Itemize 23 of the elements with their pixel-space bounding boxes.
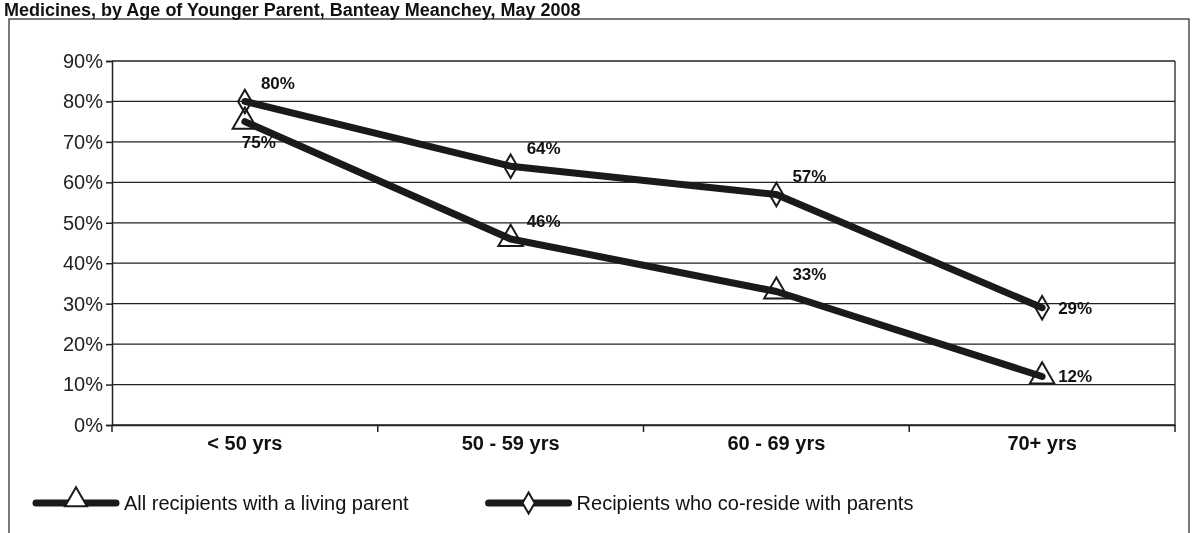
x-tick-label: < 50 yrs [207,432,283,454]
chart-title: Medicines, by Age of Younger Parent, Banteay Meanchey, May 2008 [4,0,581,20]
y-tick-label: 0% [74,413,104,436]
y-tick-label: 80% [62,90,104,113]
y-tick-label: 10% [62,373,104,396]
legend-label: All recipients with a living parent [124,492,410,514]
data-label: 57% [792,167,827,187]
y-tick-label: 20% [62,333,104,356]
y-tick-label: 30% [62,292,104,315]
x-tick-label: 70+ yrs [1007,432,1077,454]
y-tick-label: 50% [62,211,104,234]
y-tick-label: 60% [62,171,104,194]
x-tick-label: 60 - 69 yrs [727,432,826,454]
data-label: 64% [526,139,561,159]
data-label: 80% [260,74,295,94]
data-label: 12% [1058,367,1093,387]
x-tick-label: 50 - 59 yrs [461,432,560,454]
legend-label: Recipients who co-reside with parents [576,492,914,514]
data-label: 33% [792,264,827,284]
y-tick-label: 70% [62,130,104,153]
y-tick-label: 40% [62,252,104,275]
data-label: 29% [1058,298,1093,318]
y-tick-label: 90% [62,49,104,72]
